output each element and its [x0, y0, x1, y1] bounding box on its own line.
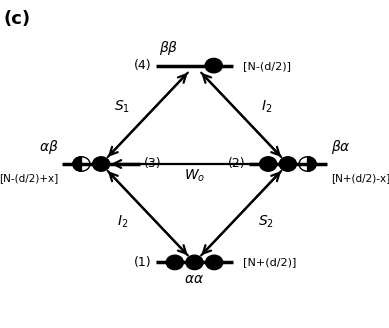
Text: [N+(d/2)-x]: [N+(d/2)-x]: [331, 173, 389, 183]
Text: W$_o$: W$_o$: [184, 167, 205, 184]
Text: $\alpha\alpha$: $\alpha\alpha$: [184, 272, 205, 286]
FancyArrowPatch shape: [203, 74, 281, 157]
Text: [N-(d/2)+x]: [N-(d/2)+x]: [0, 173, 58, 183]
Text: S$_2$: S$_2$: [258, 213, 275, 230]
Text: $\beta\alpha$: $\beta\alpha$: [331, 138, 350, 156]
Text: (1): (1): [134, 256, 152, 269]
FancyArrowPatch shape: [201, 73, 279, 155]
Text: [N+(d/2)]: [N+(d/2)]: [243, 257, 296, 267]
Text: (c): (c): [4, 10, 31, 28]
Text: S$_1$: S$_1$: [114, 98, 131, 115]
Circle shape: [279, 157, 296, 171]
Circle shape: [205, 58, 222, 73]
Circle shape: [186, 255, 203, 270]
Text: I$_2$: I$_2$: [261, 98, 272, 115]
Text: [N-(d/2)]: [N-(d/2)]: [243, 61, 291, 71]
FancyArrowPatch shape: [201, 173, 279, 255]
FancyArrowPatch shape: [110, 173, 188, 255]
FancyArrowPatch shape: [110, 73, 188, 155]
Text: I$_2$: I$_2$: [117, 213, 128, 230]
Text: $\beta\beta$: $\beta\beta$: [159, 39, 179, 57]
Text: (3): (3): [144, 157, 161, 171]
Circle shape: [206, 255, 223, 270]
FancyArrowPatch shape: [108, 171, 186, 254]
Text: $\alpha\beta$: $\alpha\beta$: [39, 138, 58, 156]
FancyArrowPatch shape: [113, 160, 278, 168]
FancyArrowPatch shape: [108, 74, 186, 157]
Text: (4): (4): [134, 59, 152, 72]
Wedge shape: [308, 157, 316, 171]
Wedge shape: [73, 157, 81, 171]
Text: (2): (2): [228, 157, 245, 171]
FancyArrowPatch shape: [203, 171, 281, 254]
Circle shape: [166, 255, 183, 270]
Circle shape: [259, 157, 277, 171]
Circle shape: [93, 157, 110, 171]
